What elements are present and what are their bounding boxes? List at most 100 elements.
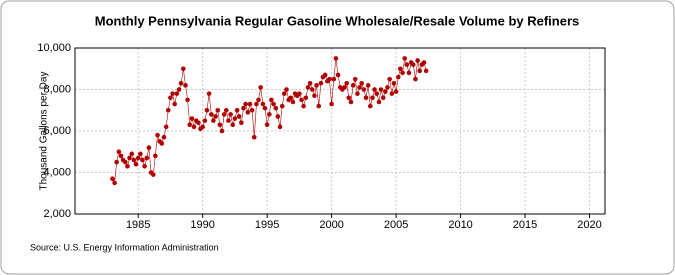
data-point: [393, 89, 399, 94]
source-note: Source: U.S. Energy Information Administ…: [30, 242, 219, 252]
data-point: [178, 80, 184, 86]
data-point: [284, 87, 289, 92]
data-point: [112, 180, 117, 186]
data-point: [187, 122, 193, 128]
data-point: [144, 155, 150, 161]
data-point: [140, 157, 145, 163]
data-point: [219, 128, 225, 134]
y-tick-label: 4,000: [43, 166, 71, 178]
data-point: [221, 112, 227, 117]
data-point: [400, 70, 405, 76]
data-point: [350, 83, 356, 88]
data-point: [213, 114, 218, 119]
data-point: [254, 101, 259, 107]
data-point: [406, 70, 412, 76]
data-point: [355, 91, 360, 96]
data-point: [348, 99, 354, 105]
data-point: [155, 132, 160, 138]
data-point: [163, 124, 169, 130]
data-point: [247, 101, 253, 107]
data-point: [133, 161, 139, 167]
data-point: [206, 91, 212, 96]
data-point: [305, 85, 311, 90]
data-point: [153, 153, 158, 159]
data-point: [363, 95, 369, 101]
data-point: [346, 95, 352, 101]
data-point: [264, 122, 270, 128]
data-point: [245, 110, 251, 115]
data-point: [281, 91, 287, 96]
data-point: [404, 62, 410, 67]
data-point: [417, 68, 422, 74]
data-point: [243, 101, 248, 107]
data-point: [359, 80, 364, 86]
data-point: [391, 80, 397, 86]
data-point: [361, 87, 367, 92]
data-point: [307, 80, 313, 86]
data-point: [174, 91, 180, 96]
data-point: [275, 114, 281, 119]
data-point: [146, 145, 152, 150]
data-point: [127, 155, 132, 161]
data-point: [368, 103, 373, 109]
data-point: [239, 120, 244, 125]
data-point: [301, 103, 306, 109]
data-point: [172, 101, 177, 107]
chart-title: Monthly Pennsylvania Regular Gasoline Wh…: [95, 13, 580, 28]
data-point: [333, 56, 339, 61]
data-point: [297, 91, 302, 96]
data-point: [322, 72, 328, 78]
data-point: [129, 151, 135, 157]
data-point: [168, 95, 173, 101]
data-point: [223, 107, 229, 113]
data-point: [234, 107, 240, 113]
data-point: [335, 72, 341, 78]
x-tick-label: 2005: [384, 219, 408, 231]
data-point: [344, 80, 350, 86]
data-point: [389, 91, 395, 96]
data-point: [191, 124, 197, 130]
data-point: [209, 112, 214, 117]
data-point: [271, 101, 276, 107]
x-tick-label: 1990: [190, 219, 214, 231]
data-point: [329, 101, 334, 107]
x-tick-label: 1985: [126, 219, 150, 231]
data-point: [217, 122, 223, 128]
data-point: [395, 74, 401, 80]
y-axis-label: Thousand Gallons per Day: [39, 72, 50, 191]
data-point: [402, 56, 408, 61]
x-tick-label: 2010: [448, 219, 472, 231]
data-point: [200, 124, 205, 130]
data-point: [189, 116, 195, 121]
data-point: [370, 95, 375, 101]
data-point: [318, 80, 324, 86]
data-point: [365, 83, 371, 88]
data-point: [312, 93, 317, 99]
data-point: [110, 176, 115, 182]
data-point: [331, 76, 337, 82]
data-point: [385, 85, 390, 90]
data-point: [118, 153, 124, 159]
data-point: [204, 107, 210, 113]
data-point: [114, 159, 119, 165]
data-point: [202, 118, 208, 123]
x-tick-label: 2000: [319, 219, 343, 231]
data-point: [258, 85, 263, 90]
data-point: [410, 62, 416, 67]
data-point: [415, 58, 420, 63]
data-point: [116, 149, 122, 155]
data-point: [142, 163, 147, 169]
data-point: [316, 103, 322, 109]
data-point: [299, 97, 304, 103]
data-point: [413, 76, 418, 82]
data-point: [251, 134, 257, 140]
data-point: [380, 95, 386, 101]
data-point: [357, 85, 362, 90]
data-point: [150, 172, 156, 177]
data-point: [170, 91, 175, 96]
data-point: [269, 97, 274, 103]
data-point: [249, 107, 255, 113]
data-point: [327, 76, 332, 82]
data-point: [159, 141, 165, 146]
data-point: [256, 97, 261, 103]
